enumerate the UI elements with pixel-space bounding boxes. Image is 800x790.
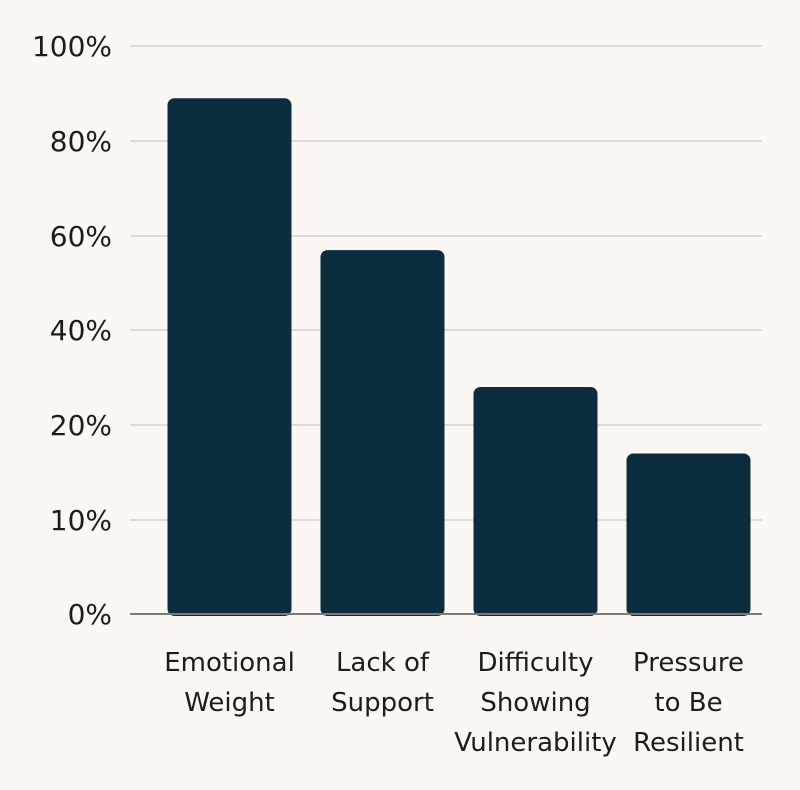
x-category-label: Support <box>331 688 434 718</box>
bar <box>167 98 292 616</box>
y-tick-label: 100% <box>32 30 112 63</box>
x-category-label: Pressure <box>633 648 744 678</box>
x-category-label: Resilient <box>633 728 744 758</box>
bars <box>167 98 751 616</box>
y-tick-label: 10% <box>50 504 112 537</box>
x-category-label: Emotional <box>164 648 295 678</box>
x-category-label: Difficulty <box>478 648 594 678</box>
y-tick-label: 60% <box>50 220 112 253</box>
x-axis-labels: Emotional Weight Lack of Support Difficulty S… <box>164 648 744 758</box>
x-category-label: Showing <box>480 688 590 718</box>
bar <box>320 250 445 616</box>
y-axis-ticks: 0% 10% 20% 40% 60% 80% 100% <box>32 30 112 631</box>
y-tick-label: 80% <box>50 125 112 158</box>
y-tick-label: 0% <box>68 598 112 631</box>
bar <box>473 387 598 616</box>
x-category-label: Weight <box>184 688 275 718</box>
y-tick-label: 20% <box>50 409 112 442</box>
bar <box>626 453 751 616</box>
x-category-label: Lack of <box>336 648 430 678</box>
x-category-label: Vulnerability <box>454 728 617 758</box>
x-category-label: to Be <box>654 688 722 718</box>
y-tick-label: 40% <box>50 314 112 347</box>
